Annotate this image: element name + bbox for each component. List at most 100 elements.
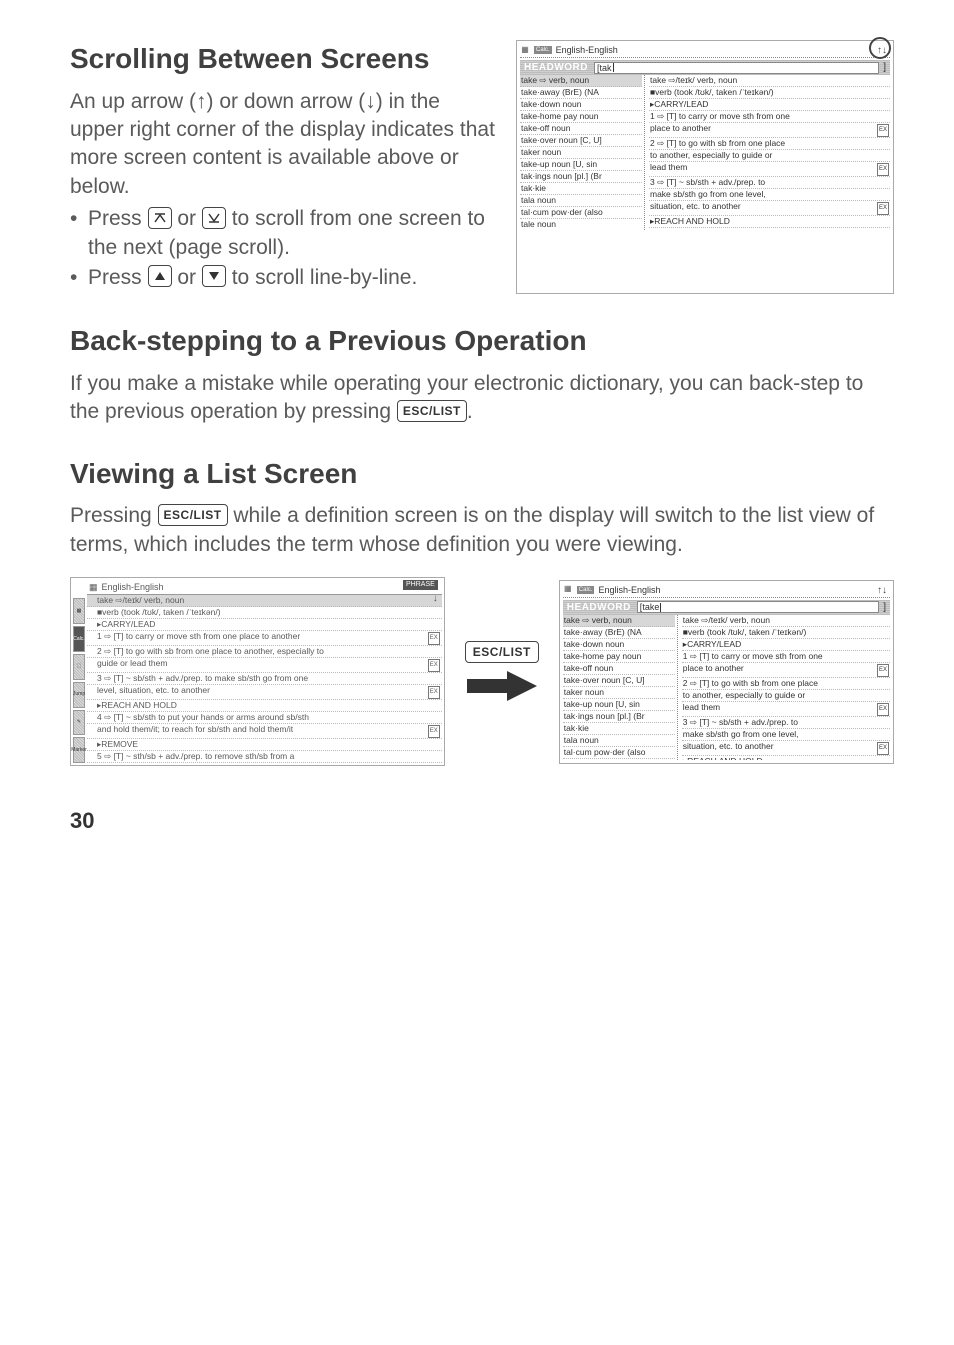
- scroll-indicator-icon: ↑↓: [877, 44, 887, 58]
- dict-title: English-English: [598, 584, 660, 596]
- preview-line: 2 ⇨ [T] to go with sb from one place: [682, 678, 890, 690]
- preview-line: ▸CARRY/LEAD: [649, 99, 890, 111]
- list-item[interactable]: tala noun: [520, 195, 642, 207]
- definition-line: ▸REACH AND HOLD: [87, 700, 442, 712]
- key-page-up: [148, 207, 172, 229]
- headword-label: HEADWORD: [567, 601, 631, 615]
- dict-title: English-English: [102, 581, 164, 593]
- definition-line: 2 ⇨ [T] to go with sb from one place to …: [87, 646, 442, 658]
- calc-tab: Calc.: [534, 46, 552, 54]
- bullet-page-scroll: Press or to scroll from one screen to th…: [70, 205, 496, 262]
- key-esc-list: ESC/LIST: [397, 400, 467, 422]
- definition-line: 3 ⇨ [T] ~ sb/sth + adv./prep. to make sb…: [87, 673, 442, 685]
- preview-line: lead themEX: [682, 702, 890, 717]
- headword-bar: HEADWORD [ tak ]: [520, 60, 890, 75]
- preview-line: 1 ⇨ [T] to carry or move sth from one: [649, 111, 890, 123]
- calc-tab: Calc.: [577, 586, 595, 594]
- page-number: 30: [70, 806, 894, 836]
- section-listview: Viewing a List Screen Pressing ESC/LIST …: [70, 455, 894, 767]
- preview-line: take ⇨/teɪk/ verb, noun: [682, 615, 890, 627]
- definition-line: take ⇨/teɪk/ verb, noun: [87, 595, 442, 607]
- list-item[interactable]: take·over noun [C, U]: [520, 135, 642, 147]
- list-item[interactable]: taker noun: [563, 687, 675, 699]
- definition-line: 5 ⇨ [T] ~ sth/sb + adv./prep. to remove …: [87, 751, 442, 763]
- book-icon: ▦: [520, 45, 530, 55]
- definition-preview: take ⇨/teɪk/ verb, noun■verb (took /tʊk/…: [645, 75, 890, 230]
- list-item[interactable]: tak·kie: [563, 723, 675, 735]
- list-item[interactable]: take-up noun [U, sin: [563, 699, 675, 711]
- key-page-down: [202, 207, 226, 229]
- preview-line: situation, etc. to anotherEX: [649, 201, 890, 216]
- list-item[interactable]: take ⇨ verb, noun: [563, 615, 675, 627]
- list-item[interactable]: taker noun: [520, 147, 642, 159]
- book-icon: ▦: [89, 581, 98, 593]
- preview-line: ■verb (took /tʊk/, taken /ˈteɪkən/): [649, 87, 890, 99]
- side-tab-strip[interactable]: ▦ Calc. ⬚ Jump ✎ Marker: [73, 598, 85, 763]
- book-icon: ▦: [563, 585, 573, 595]
- preview-line: to another, especially to guide or: [649, 150, 890, 162]
- term-list[interactable]: take ⇨ verb, nountake·away (BrE) (NAtake…: [520, 75, 645, 230]
- list-item[interactable]: take-off noun: [520, 123, 642, 135]
- definition-line: ■verb (took /tʊk/, taken /ˈteɪkən/): [87, 607, 442, 619]
- preview-line: make sb/sth go from one level,: [649, 189, 890, 201]
- preview-line: 3 ⇨ [T] ~ sb/sth + adv./prep. to: [682, 717, 890, 729]
- heading-backstep: Back-stepping to a Previous Operation: [70, 322, 894, 360]
- headword-bar: HEADWORD [ take ]: [563, 600, 890, 615]
- list-item[interactable]: tale noun: [520, 219, 642, 230]
- list-item[interactable]: take-up noun [U, sin: [520, 159, 642, 171]
- key-line-up: [148, 265, 172, 287]
- list-item[interactable]: tala noun: [563, 735, 675, 747]
- list-item[interactable]: take ⇨ verb, noun: [520, 75, 642, 87]
- headword-input[interactable]: [ take: [637, 601, 879, 613]
- para-scrolling: An up arrow (↑) or down arrow (↓) in the…: [70, 88, 496, 201]
- list-item[interactable]: take·over noun [C, U]: [563, 675, 675, 687]
- preview-line: take ⇨/teɪk/ verb, noun: [649, 75, 890, 87]
- list-item[interactable]: tak·kie: [520, 183, 642, 195]
- preview-line: place to anotherEX: [649, 123, 890, 138]
- scroll-indicator-icon: ↑↓: [877, 584, 887, 598]
- list-item[interactable]: tak·ings noun [pl.] (Br: [563, 711, 675, 723]
- term-list[interactable]: take ⇨ verb, nountake·away (BrE) (NAtake…: [563, 615, 678, 760]
- preview-line: 3 ⇨ [T] ~ sb/sth + adv./prep. to: [649, 177, 890, 189]
- definition-line: ▸CARRY/LEAD: [87, 619, 442, 631]
- bullet-line-scroll: Press or to scroll line-by-line.: [70, 264, 496, 292]
- list-item[interactable]: take-home pay noun: [563, 651, 675, 663]
- dict-title: English-English: [556, 44, 618, 56]
- heading-listview: Viewing a List Screen: [70, 455, 894, 493]
- list-item[interactable]: take-off noun: [563, 663, 675, 675]
- list-item[interactable]: take·away (BrE) (NA: [520, 87, 642, 99]
- preview-line: ▸REACH AND HOLD: [682, 756, 890, 760]
- definition-line: 4 ⇨ [T] ~ sb/sth to put your hands or ar…: [87, 712, 442, 724]
- preview-line: ▸REACH AND HOLD: [649, 216, 890, 228]
- para-backstep: If you make a mistake while operating yo…: [70, 370, 894, 427]
- preview-line: ▸CARRY/LEAD: [682, 639, 890, 651]
- headword-input[interactable]: [ tak: [594, 62, 879, 74]
- list-item[interactable]: take·away (BrE) (NA: [563, 627, 675, 639]
- screenshot-list-tak: ↑↓ ▦ Calc. English-English HEADWORD [ ta…: [516, 40, 894, 294]
- right-arrow-icon: [467, 671, 537, 701]
- definition-line: and hold them/it; to reach for sb/sth an…: [87, 724, 442, 739]
- screenshot-definition: ▦ Calc. ⬚ Jump ✎ Marker PHRASE ↓ ▦ Engli…: [70, 577, 445, 766]
- key-esc-list: ESC/LIST: [158, 504, 228, 526]
- transition-arrow: ESC/LIST: [465, 643, 539, 701]
- definition-preview: take ⇨/teɪk/ verb, noun■verb (took /tʊk/…: [678, 615, 890, 760]
- para-listview: Pressing ESC/LIST while a definition scr…: [70, 502, 894, 559]
- list-item[interactable]: take-home pay noun: [520, 111, 642, 123]
- list-item[interactable]: tal·cum pow·der (also: [520, 207, 642, 219]
- key-line-down: [202, 265, 226, 287]
- headword-label: HEADWORD: [524, 61, 588, 75]
- preview-line: 2 ⇨ [T] to go with sb from one place: [649, 138, 890, 150]
- list-item[interactable]: tak·ings noun [pl.] (Br: [520, 171, 642, 183]
- preview-line: place to anotherEX: [682, 663, 890, 678]
- scroll-down-indicator-icon: ↓: [433, 592, 438, 606]
- list-item[interactable]: tale noun: [563, 759, 675, 760]
- preview-line: make sb/sth go from one level,: [682, 729, 890, 741]
- preview-line: to another, especially to guide or: [682, 690, 890, 702]
- preview-line: 1 ⇨ [T] to carry or move sth from one: [682, 651, 890, 663]
- list-item[interactable]: tal·cum pow·der (also: [563, 747, 675, 759]
- list-item[interactable]: take·down noun: [563, 639, 675, 651]
- phrase-tag: PHRASE: [403, 580, 438, 589]
- list-item[interactable]: take·down noun: [520, 99, 642, 111]
- screenshot-list-take: ↑↓ ▦ Calc. English-English HEADWORD [ ta…: [559, 580, 894, 764]
- preview-line: lead themEX: [649, 162, 890, 177]
